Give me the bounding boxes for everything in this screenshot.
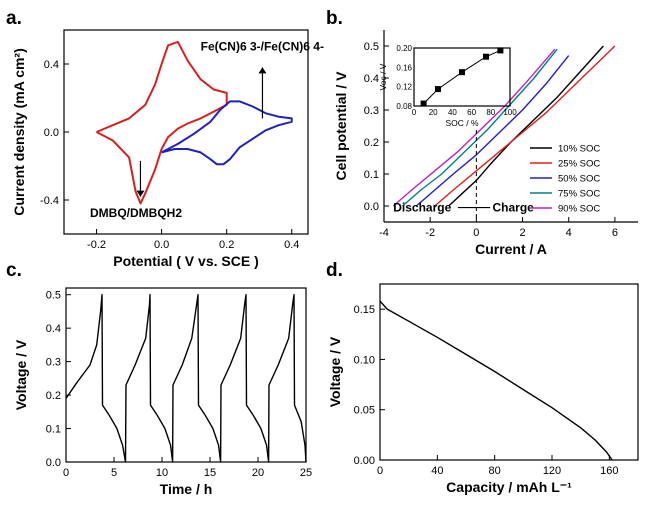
series-line: [161, 100, 293, 166]
y-tick-label: 0.4: [364, 73, 379, 85]
x-tick-label: 40: [431, 465, 443, 477]
inset-x-tick-label: 80: [486, 108, 495, 117]
series-line: [392, 48, 556, 207]
inset-x-tick-label: 60: [467, 108, 476, 117]
y-axis-label: Cell potential / V: [333, 71, 349, 181]
panel-c-label: c.: [6, 260, 22, 281]
y-tick-label: 0.05: [354, 405, 375, 417]
series-line: [415, 55, 570, 207]
redox-label-fe: Fe(CN)6 3-/Fe(CN)6 4-: [201, 39, 324, 53]
redox-label-dmbq: DMBQ/DMBQH2: [90, 206, 182, 220]
x-axis-label: Capacity / mAh L⁻¹: [446, 479, 572, 495]
arrow-up-head: [258, 67, 267, 74]
panel-b: b. -4 -2 0 2 4 6 0.0 0.1 0.2 0.3 0.4 0.5 Current / A…: [326, 8, 638, 257]
x-tick-label: 120: [543, 465, 561, 477]
panel-d: d. 0 40 80 120 160 0.00 0.05 0.10 0.15 Capacity /…: [326, 260, 639, 495]
inset-y-tick-label: 0.12: [396, 83, 412, 92]
inset-x-tick-label: 20: [429, 108, 438, 117]
inset-point: [483, 53, 489, 60]
series-line: [379, 300, 613, 461]
legend-label: 75% SOC: [558, 189, 600, 200]
y-tick-label: 0.1: [46, 424, 61, 436]
panel-a-label: a.: [6, 8, 22, 29]
y-axis-label: Voltage / V: [13, 339, 29, 410]
inset-x-tick-label: 100: [503, 108, 517, 117]
y-tick-label: 0.10: [354, 354, 375, 366]
y-tick-label: 0.15: [354, 304, 375, 316]
y-tick-label: 0.1: [364, 169, 379, 181]
x-tick-label: -4: [379, 227, 389, 239]
x-tick-label: 0.4: [284, 239, 299, 251]
y-tick-label: 0.4: [44, 59, 59, 71]
inset-x-tick-label: 0: [412, 108, 417, 117]
x-axis-label: Time / h: [160, 481, 213, 497]
x-tick-label: 6: [612, 227, 618, 239]
legend-label: 90% SOC: [558, 204, 600, 215]
legend-label: 50% SOC: [558, 174, 600, 185]
inset-point: [435, 86, 441, 93]
inset-y-label: Voc / V: [378, 63, 388, 90]
inset-point: [420, 100, 427, 107]
x-tick-label: 80: [489, 465, 501, 477]
x-tick-label: 0: [473, 227, 479, 239]
y-axis-label: Voltage / V: [327, 336, 343, 407]
x-tick-label: 10: [156, 467, 168, 479]
inset-point: [497, 47, 504, 54]
panel-d-label: d.: [326, 260, 343, 281]
y-tick-label: 0.2: [46, 390, 61, 402]
legend-label: 10% SOC: [558, 144, 600, 155]
y-tick-label: 0.2: [364, 137, 379, 149]
x-axis-label: Current / A: [475, 241, 547, 257]
x-tick-label: 2: [519, 227, 525, 239]
inset-y-tick-label: 0.08: [396, 102, 412, 111]
discharge-label: Discharge: [393, 201, 451, 215]
inset-x-label: SOC / %: [445, 118, 479, 128]
charge-label: Charge: [493, 201, 535, 215]
series-line: [434, 45, 616, 207]
series-line: [96, 40, 228, 205]
y-tick-label: 0.5: [46, 290, 61, 302]
y-tick-label: 0.0: [364, 201, 379, 213]
x-tick-label: 0: [63, 467, 69, 479]
inset-x-tick-label: 40: [448, 108, 457, 117]
plot-frame: [63, 29, 309, 235]
y-tick-label: -0.4: [40, 195, 59, 207]
x-tick-label: 15: [204, 467, 216, 479]
y-axis-label: Current density (mA cm²): [11, 48, 27, 216]
y-tick-label: 0.5: [364, 41, 379, 53]
x-tick-label: 4: [566, 227, 572, 239]
x-tick-label: 0.2: [219, 239, 234, 251]
y-tick-label: 0.4: [46, 323, 61, 335]
inset-frame: [413, 47, 511, 107]
panel-b-label: b.: [326, 8, 343, 29]
y-tick-label: 0.0: [46, 457, 61, 469]
legend-label: 25% SOC: [558, 159, 600, 170]
x-axis-label: Potential ( V vs. SCE ): [113, 253, 258, 269]
x-tick-label: 160: [600, 465, 618, 477]
panel-c: c. 0 5 10 15 20 25 0.0 0.1 0.2 0.3 0.4 0.5 Time / h V…: [6, 260, 312, 497]
y-tick-label: 0.00: [354, 455, 375, 467]
x-tick-label: 25: [300, 467, 312, 479]
y-tick-label: 0.3: [46, 357, 61, 369]
y-tick-label: 0.0: [44, 127, 59, 139]
x-tick-label: 5: [111, 467, 117, 479]
x-tick-label: 0: [377, 465, 383, 477]
inset-y-tick-label: 0.20: [396, 44, 412, 53]
y-tick-label: 0.3: [364, 105, 379, 117]
x-tick-label: 20: [252, 467, 264, 479]
x-tick-label: 0.0: [154, 239, 169, 251]
series-line: [65, 294, 307, 463]
inset-point: [459, 69, 465, 76]
x-tick-label: -2: [425, 227, 435, 239]
arrow-down-head: [136, 190, 145, 197]
x-tick-label: -0.2: [87, 239, 106, 251]
plot-frame: [65, 287, 307, 463]
panel-a: a. -0.2 0.0 0.2 0.4 -0.4 0.0 0.4 Potential ( V …: [6, 8, 324, 269]
inset-y-tick-label: 0.16: [396, 63, 412, 72]
plot-frame: [379, 283, 639, 461]
